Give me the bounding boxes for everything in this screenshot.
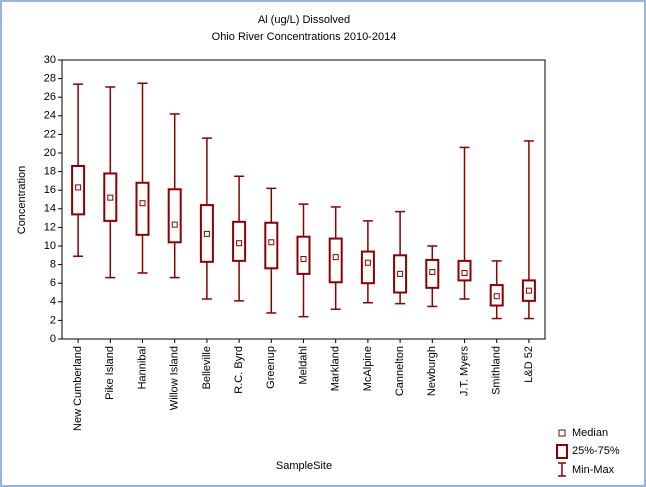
x-tick-label: Pike Island (104, 346, 116, 400)
median-marker (203, 230, 210, 237)
x-tick-label: L&D 52 (523, 346, 535, 383)
x-tick-label: R.C. Byrd (233, 346, 245, 394)
median-marker (461, 269, 468, 276)
median-marker (332, 254, 339, 261)
y-tick-label: 0 (50, 333, 56, 345)
chart-subtitle: Ohio River Concentrations 2010-2014 (212, 31, 397, 43)
x-tick-label: Willow Island (169, 346, 181, 410)
median-marker (429, 269, 436, 276)
y-tick-label: 22 (44, 128, 56, 140)
y-tick-label: 4 (50, 296, 56, 308)
y-tick-label: 30 (44, 54, 56, 66)
legend-label: Min-Max (572, 464, 615, 476)
y-tick-label: 10 (44, 240, 56, 252)
legend-median-icon (558, 429, 566, 437)
x-tick-label: Meldahl (297, 346, 309, 385)
x-tick-label: McAlpine (362, 346, 374, 391)
y-tick-label: 2 (50, 314, 56, 326)
y-tick-label: 12 (44, 221, 56, 233)
box (360, 250, 375, 285)
x-axis-label: SampleSite (276, 460, 332, 472)
x-tick-label: New Cumberland (72, 346, 84, 431)
chart-title: Al (ug/L) Dissolved (258, 14, 350, 26)
box (328, 237, 343, 284)
median-marker (236, 240, 243, 247)
legend-label: 25%-75% (572, 445, 620, 457)
median-marker (397, 270, 404, 277)
median-marker (75, 184, 82, 191)
box (264, 221, 279, 270)
y-tick-label: 18 (44, 166, 56, 178)
legend-box-icon (556, 444, 568, 459)
median-marker (171, 221, 178, 228)
y-tick-label: 26 (44, 91, 56, 103)
median-marker (107, 194, 114, 201)
box (296, 235, 311, 275)
y-tick-label: 20 (44, 147, 56, 159)
median-marker (139, 200, 146, 207)
box (167, 188, 182, 244)
median-marker (364, 259, 371, 266)
x-tick-label: Greenup (265, 346, 277, 389)
median-marker (493, 293, 500, 300)
y-tick-label: 14 (44, 203, 56, 215)
y-tick-label: 8 (50, 259, 56, 271)
y-tick-label: 6 (50, 277, 56, 289)
x-tick-label: Smithland (491, 346, 503, 395)
median-marker (300, 256, 307, 263)
y-tick-label: 24 (44, 110, 56, 122)
median-marker (525, 287, 532, 294)
x-tick-label: Cannelton (394, 346, 406, 396)
y-tick-label: 16 (44, 184, 56, 196)
x-tick-label: Hannibal (136, 346, 148, 389)
legend-label: Median (572, 427, 608, 439)
median-marker (268, 239, 275, 246)
x-tick-label: Newburgh (426, 346, 438, 396)
y-axis-label: Concentration (16, 166, 28, 235)
box (135, 181, 150, 236)
y-tick-label: 28 (44, 73, 56, 85)
x-tick-label: J.T. Myers (458, 346, 470, 397)
x-tick-label: Markland (330, 346, 342, 391)
x-tick-label: Belleville (201, 346, 213, 389)
